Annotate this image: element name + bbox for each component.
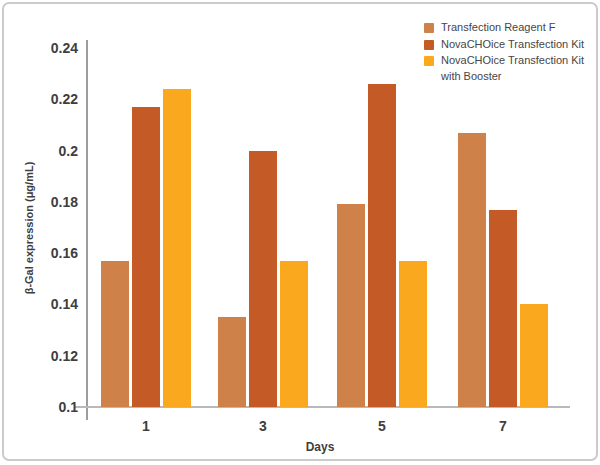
legend-label: NovaCHOice Transfection Kit with Booster xyxy=(441,53,592,84)
x-tick-label-day-5: 5 xyxy=(337,418,427,434)
bar-transfection-reagent-f-day-3 xyxy=(218,317,246,407)
y-tick-label-0.12: 0.12 xyxy=(24,348,78,364)
bar-novachoice-transfection-kit-day-7 xyxy=(489,210,517,407)
y-tick-label-0.14: 0.14 xyxy=(24,296,78,312)
bar-novachoice-transfection-kit-with-booster-day-5 xyxy=(399,261,427,407)
bar-novachoice-transfection-kit-day-5 xyxy=(368,84,396,407)
x-tick-label-day-7: 7 xyxy=(458,418,548,434)
y-tick-label-0.2: 0.2 xyxy=(24,143,78,159)
bar-transfection-reagent-f-day-1 xyxy=(101,261,129,407)
bar-novachoice-transfection-kit-day-3 xyxy=(249,151,277,407)
legend-swatch-icon xyxy=(424,23,434,33)
chart-canvas: β-Gal expression (μg/mL) 0.240.220.20.18… xyxy=(0,0,600,465)
legend-label: NovaCHOice Transfection Kit xyxy=(441,37,584,53)
y-tick-label-0.1: 0.1 xyxy=(24,399,78,415)
y-tick-label-0.24: 0.24 xyxy=(24,40,78,56)
bar-novachoice-transfection-kit-with-booster-day-1 xyxy=(163,89,191,407)
bar-novachoice-transfection-kit-day-1 xyxy=(132,107,160,407)
legend-swatch-icon xyxy=(424,40,434,50)
x-axis-title: Days xyxy=(230,440,410,454)
bar-transfection-reagent-f-day-5 xyxy=(337,204,365,407)
legend-item-novachoice-transfection-kit: NovaCHOice Transfection Kit xyxy=(424,37,592,53)
bar-novachoice-transfection-kit-with-booster-day-3 xyxy=(280,261,308,407)
y-tick-label-0.22: 0.22 xyxy=(24,91,78,107)
y-tick-label-0.18: 0.18 xyxy=(24,194,78,210)
legend: Transfection Reagent FNovaCHOice Transfe… xyxy=(424,20,592,85)
bar-transfection-reagent-f-day-7 xyxy=(458,133,486,407)
legend-swatch-icon xyxy=(424,56,434,66)
y-tick-label-0.16: 0.16 xyxy=(24,245,78,261)
legend-item-novachoice-transfection-kit-with-booster: NovaCHOice Transfection Kit with Booster xyxy=(424,53,592,84)
y-axis-line xyxy=(86,40,88,420)
x-tick-label-day-1: 1 xyxy=(101,418,191,434)
x-tick-label-day-3: 3 xyxy=(218,418,308,434)
legend-label: Transfection Reagent F xyxy=(441,20,556,36)
bar-novachoice-transfection-kit-with-booster-day-7 xyxy=(520,304,548,407)
legend-item-transfection-reagent-f: Transfection Reagent F xyxy=(424,20,592,36)
